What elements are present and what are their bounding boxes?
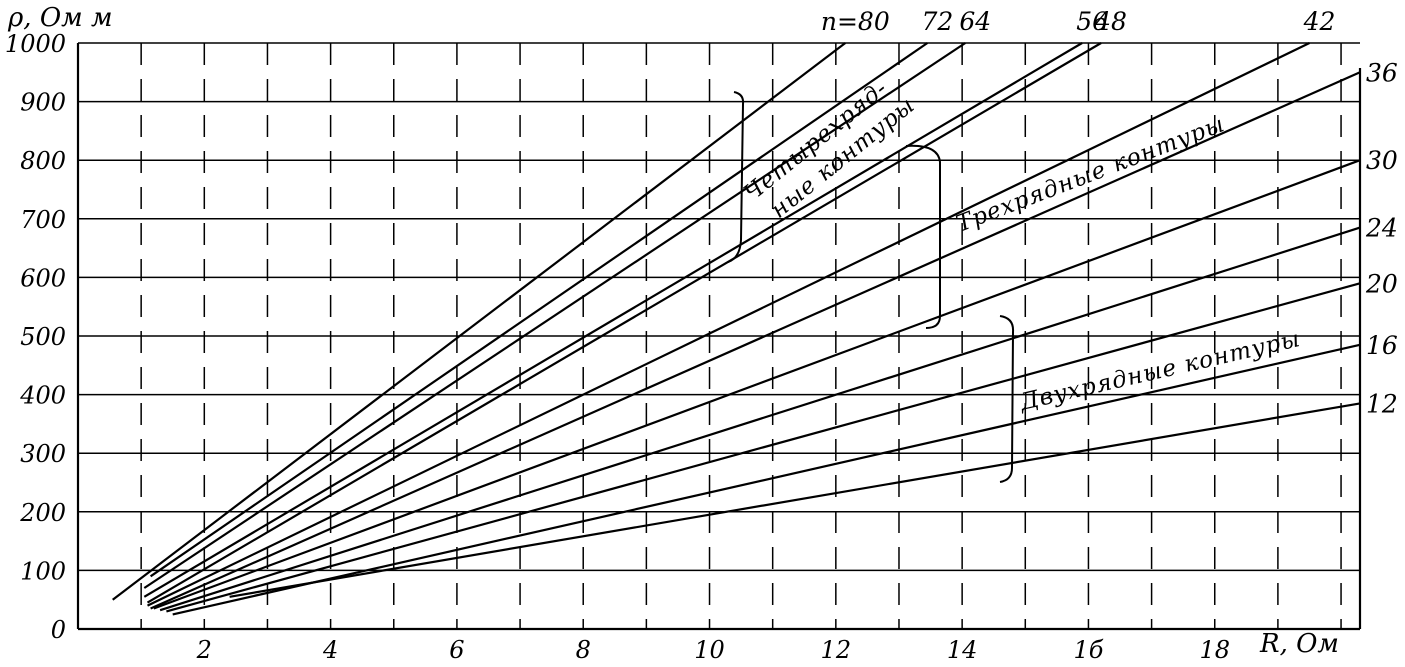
x-tick-label: 12 xyxy=(821,636,852,664)
y-tick-label: 500 xyxy=(20,323,66,351)
x-tick-label: 8 xyxy=(576,636,591,664)
brace-two-row xyxy=(999,315,1015,483)
y-tick-label: 200 xyxy=(19,499,66,527)
series-label: 12 xyxy=(1366,389,1398,418)
x-axis-label: R, Ом xyxy=(1259,629,1339,659)
series-label: 36 xyxy=(1366,58,1398,87)
curves xyxy=(112,42,1361,616)
series-line-72 xyxy=(149,42,929,578)
x-tick-label: 14 xyxy=(947,636,978,664)
series-label: 16 xyxy=(1366,331,1398,360)
y-tick-label: 700 xyxy=(20,206,66,234)
series-line-56 xyxy=(143,42,1083,598)
series-line-36 xyxy=(150,71,1361,610)
y-tick-label: 900 xyxy=(20,89,66,117)
x-tick-label: 18 xyxy=(1199,636,1230,664)
x-tick-label: 10 xyxy=(694,636,725,664)
series-line-16 xyxy=(172,343,1361,616)
y-axis-label: ρ, Ом м xyxy=(7,3,113,33)
y-tick-label: 800 xyxy=(20,147,66,175)
y-tick-label: 1000 xyxy=(5,30,66,58)
series-line-30 xyxy=(153,159,1361,610)
y-tick-label: 100 xyxy=(20,557,66,585)
tick-labels: 0 100 200 300 400 500 600 700 800 900 1000 2 4 6 8 10 12… xyxy=(5,30,1230,664)
series-label: 30 xyxy=(1366,146,1398,175)
series-line-42 xyxy=(147,42,1310,607)
y-tick-label: 400 xyxy=(19,382,66,410)
group-four-row-label: Четырехряд- ные контуры xyxy=(739,75,920,223)
series-label: 56 xyxy=(1076,7,1108,36)
y-tick-label: 600 xyxy=(20,264,66,292)
series-label: 48 xyxy=(1094,7,1127,36)
x-tick-label: 4 xyxy=(322,636,338,664)
series-line-48 xyxy=(146,42,1102,604)
brace-three-row xyxy=(905,144,941,329)
y-tick-label: 300 xyxy=(20,440,66,468)
series-label: 42 xyxy=(1303,7,1336,36)
series-label: 64 xyxy=(959,7,991,36)
series-label: 20 xyxy=(1365,269,1398,298)
x-tick-label: 6 xyxy=(449,636,464,664)
series-label: n=80 xyxy=(821,7,890,36)
series-line-n80 xyxy=(112,42,846,601)
x-tick-label: 2 xyxy=(196,636,212,664)
series-line-64 xyxy=(143,42,966,589)
series-line-24 xyxy=(159,226,1361,612)
axes xyxy=(76,43,1362,631)
series-line-20 xyxy=(166,282,1361,613)
series-label: 72 xyxy=(921,7,953,36)
series-label: 24 xyxy=(1365,214,1398,243)
y-tick-label: 0 xyxy=(51,616,66,644)
series-line-12 xyxy=(229,402,1361,598)
brace-four-row xyxy=(727,91,745,263)
x-tick-label: 1б xyxy=(1073,636,1103,664)
